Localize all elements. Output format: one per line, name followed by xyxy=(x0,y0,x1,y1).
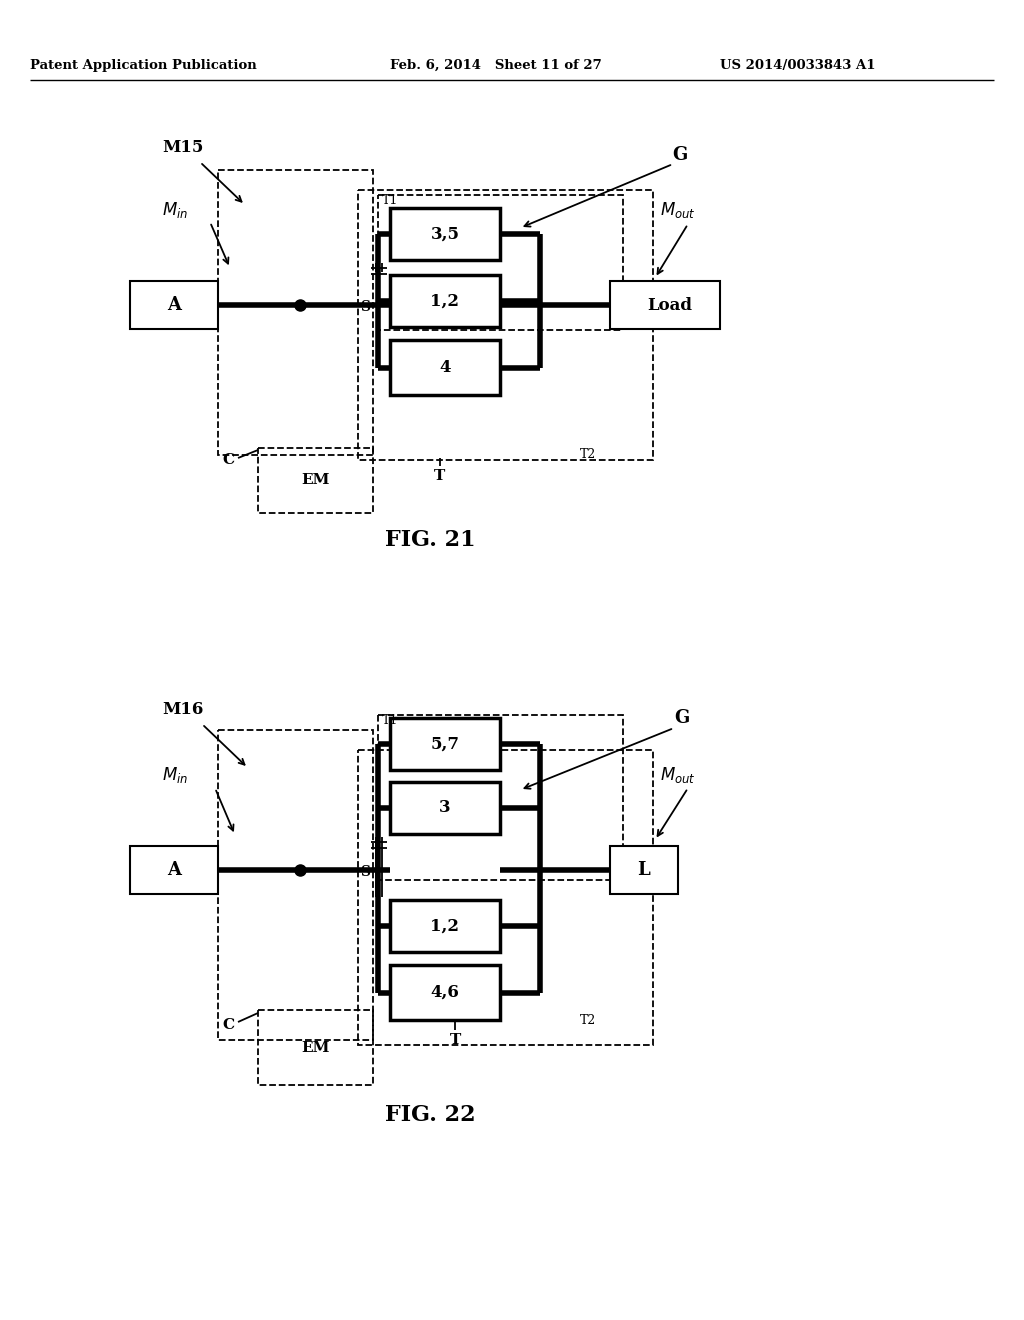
Text: C: C xyxy=(222,453,234,467)
Text: FIG. 21: FIG. 21 xyxy=(385,529,475,550)
Text: $M_{out}$: $M_{out}$ xyxy=(660,766,695,785)
Text: $M_{in}$: $M_{in}$ xyxy=(162,766,188,785)
Text: 3: 3 xyxy=(439,800,451,817)
Bar xyxy=(390,275,500,327)
Text: S: S xyxy=(360,300,370,314)
Bar xyxy=(218,730,373,1040)
Text: A: A xyxy=(167,296,181,314)
Text: L: L xyxy=(638,861,650,879)
Text: 4: 4 xyxy=(439,359,451,376)
Bar xyxy=(610,846,678,894)
Bar xyxy=(378,195,623,330)
Bar xyxy=(610,281,720,329)
Bar xyxy=(390,209,500,260)
Text: G: G xyxy=(675,709,689,727)
Text: US 2014/0033843 A1: US 2014/0033843 A1 xyxy=(720,58,876,71)
Text: Patent Application Publication: Patent Application Publication xyxy=(30,58,257,71)
Text: 1,2: 1,2 xyxy=(430,917,460,935)
Text: T1: T1 xyxy=(382,714,398,726)
Text: A: A xyxy=(167,861,181,879)
Text: 5,7: 5,7 xyxy=(430,735,460,752)
Bar xyxy=(130,846,218,894)
Bar xyxy=(358,750,653,1045)
Bar xyxy=(390,965,500,1020)
Bar xyxy=(378,715,623,880)
Bar xyxy=(390,781,500,834)
Text: $M_{out}$: $M_{out}$ xyxy=(660,201,695,220)
Text: M15: M15 xyxy=(162,140,204,157)
Bar xyxy=(258,447,373,513)
Bar xyxy=(358,190,653,459)
Text: G: G xyxy=(673,147,688,164)
Bar xyxy=(390,718,500,770)
Text: T1: T1 xyxy=(382,194,398,206)
Text: EM: EM xyxy=(301,474,330,487)
Text: T2: T2 xyxy=(580,1014,596,1027)
Bar xyxy=(130,281,218,329)
Text: FIG. 22: FIG. 22 xyxy=(385,1104,475,1126)
Text: $M_{in}$: $M_{in}$ xyxy=(162,201,188,220)
Text: 1,2: 1,2 xyxy=(430,293,460,309)
Text: S: S xyxy=(360,865,370,879)
Text: 4,6: 4,6 xyxy=(430,983,460,1001)
Text: C: C xyxy=(222,1018,234,1032)
Bar xyxy=(390,900,500,952)
Text: Load: Load xyxy=(647,297,692,314)
Bar xyxy=(390,341,500,395)
Bar xyxy=(258,1010,373,1085)
Text: 3,5: 3,5 xyxy=(430,226,460,243)
Text: Feb. 6, 2014   Sheet 11 of 27: Feb. 6, 2014 Sheet 11 of 27 xyxy=(390,58,602,71)
Text: T: T xyxy=(434,469,445,483)
Text: M16: M16 xyxy=(162,701,204,718)
Text: T: T xyxy=(450,1034,461,1047)
Text: T2: T2 xyxy=(580,449,596,462)
Text: EM: EM xyxy=(301,1040,330,1055)
Bar xyxy=(218,170,373,455)
